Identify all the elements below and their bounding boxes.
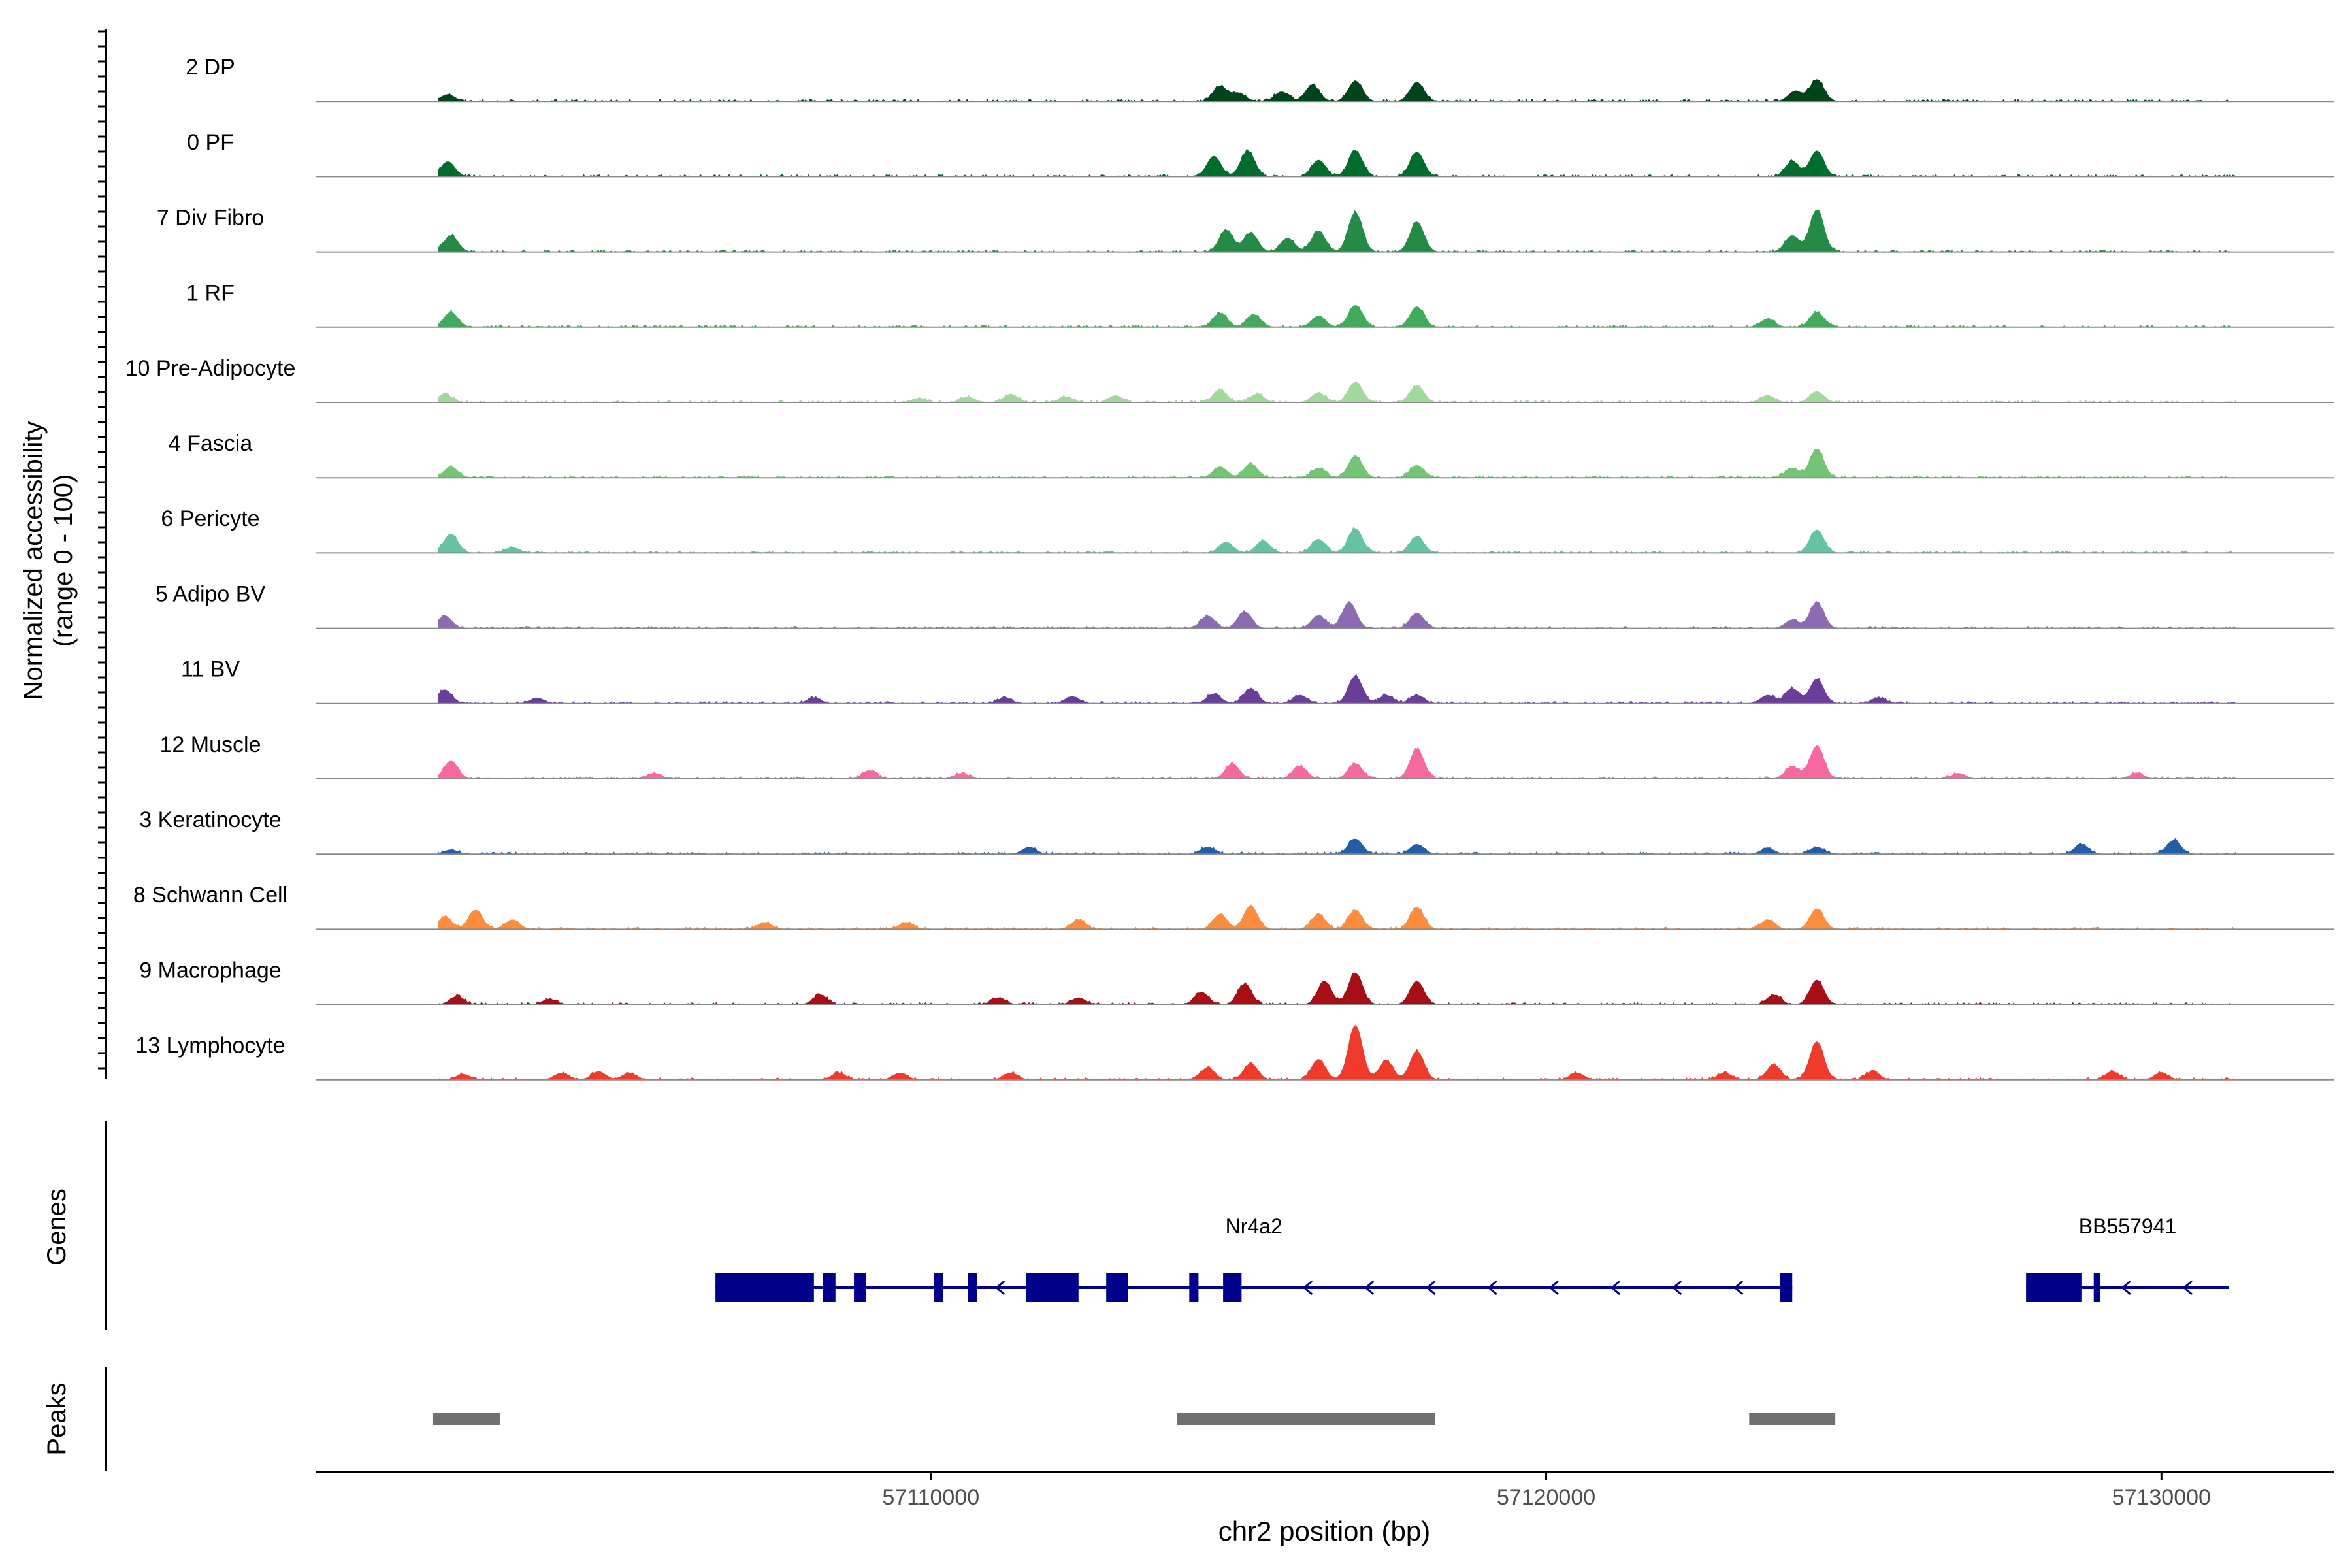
gene-name-label: BB557941: [2079, 1215, 2176, 1238]
track-5-adipo-bv: 5 Adipo BV: [155, 581, 2334, 629]
coverage-area: [437, 973, 2237, 1005]
gene-exon: [1106, 1273, 1128, 1302]
coverage-area: [437, 148, 2237, 178]
track-10-pre-adipocyte: 10 Pre-Adipocyte: [125, 356, 2334, 403]
gene-exon: [854, 1273, 866, 1302]
y-axis-label-line-1: Normalized accessibility: [19, 421, 48, 700]
coverage-area: [437, 600, 2237, 629]
coverage-area: [437, 674, 2237, 704]
gene-exon: [1026, 1273, 1079, 1302]
strand-arrow: [2121, 1280, 2131, 1296]
coverage-area: [437, 904, 2236, 930]
gene-exon: [1223, 1273, 1242, 1302]
track-label: 5 Adipo BV: [155, 581, 266, 606]
track-2-dp: 2 DP: [186, 55, 2334, 103]
coverage-area: [437, 305, 2236, 328]
coverage-area: [437, 838, 2236, 855]
track-7-div-fibro: 7 Div Fibro: [157, 205, 2334, 253]
x-tick-label: 57120000: [1497, 1485, 1595, 1510]
gene-exon: [2093, 1273, 2100, 1302]
track-label: 1 RF: [186, 281, 235, 306]
track-label: 13 Lymphocyte: [135, 1034, 285, 1058]
coverage-area: [437, 382, 2236, 403]
gene-nr4a2: Nr4a2: [715, 1215, 1793, 1302]
y-axis-label-line-2: (range 0 - 100): [49, 474, 78, 647]
track-9-macrophage: 9 Macrophage: [139, 958, 2334, 1005]
coverage-area: [437, 209, 2236, 253]
track-label: 9 Macrophage: [139, 958, 281, 983]
strand-arrow: [1302, 1280, 1313, 1296]
strand-arrow: [1364, 1280, 1375, 1296]
x-axis-label: chr2 position (bp): [1218, 1516, 1431, 1546]
x-tick-label: 57110000: [882, 1485, 979, 1510]
track-label: 12 Muscle: [160, 732, 261, 757]
genes-track-label: Genes: [42, 1188, 71, 1266]
track-4-fascia: 4 Fascia: [169, 431, 2334, 479]
track-label: 0 PF: [187, 130, 234, 155]
x-tick-label: 57130000: [2112, 1485, 2211, 1510]
strand-arrow: [1671, 1280, 1682, 1296]
track-8-schwann-cell: 8 Schwann Cell: [133, 883, 2334, 930]
track-label: 11 BV: [181, 657, 240, 682]
y-axis: [98, 29, 107, 1079]
strand-arrow: [1733, 1280, 1744, 1296]
gene-exon: [968, 1273, 977, 1302]
gene-exon: [1780, 1273, 1793, 1302]
track-label: 10 Pre-Adipocyte: [125, 356, 296, 381]
gene-exon: [1189, 1273, 1199, 1302]
coverage-area: [437, 527, 2236, 554]
strand-arrow: [1548, 1280, 1559, 1296]
peaks-track: [105, 1367, 1836, 1471]
peak-region: [432, 1413, 500, 1425]
coverage-area: [437, 449, 2236, 479]
track-3-keratinocyte: 3 Keratinocyte: [139, 808, 2334, 855]
track-13-lymphocyte: 13 Lymphocyte: [135, 1025, 2334, 1081]
strand-arrow: [2182, 1280, 2193, 1296]
peak-region: [1177, 1413, 1436, 1425]
track-label: 2 DP: [186, 55, 235, 80]
coverage-area: [437, 1025, 2236, 1081]
gene-exon: [715, 1273, 814, 1302]
track-label: 4 Fascia: [169, 431, 253, 456]
gene-exon: [2026, 1273, 2082, 1302]
genes-track: Nr4a2 BB557941: [105, 1121, 2229, 1330]
track-1-rf: 1 RF: [186, 281, 2334, 328]
peaks-track-label: Peaks: [42, 1382, 71, 1455]
strand-arrow: [1610, 1280, 1621, 1296]
gene-name-label: Nr4a2: [1226, 1215, 1282, 1238]
track-label: 7 Div Fibro: [157, 205, 264, 230]
gene-exon: [823, 1273, 836, 1302]
peak-region: [1749, 1413, 1836, 1425]
coverage-area: [437, 79, 2236, 103]
coverage-tracks: 2 DP 0 PF 7 Div Fibro 1 RF 10 Pre-Adipocyte 4…: [125, 55, 2334, 1081]
strand-arrow: [995, 1280, 1005, 1296]
track-label: 8 Schwann Cell: [133, 883, 287, 907]
track-label: 6 Pericyte: [161, 506, 259, 531]
gene-bb557941: BB557941: [2026, 1215, 2229, 1302]
track-6-pericyte: 6 Pericyte: [161, 506, 2334, 554]
x-axis: 57110000 57120000 57130000: [316, 1471, 2334, 1510]
strand-arrow: [1426, 1280, 1436, 1296]
track-label: 3 Keratinocyte: [139, 808, 281, 832]
track-11-bv: 11 BV: [181, 657, 2334, 704]
track-0-pf: 0 PF: [187, 130, 2334, 178]
coverage-area: [437, 744, 2237, 779]
gene-exon: [934, 1273, 943, 1302]
strand-arrow: [1487, 1280, 1497, 1296]
track-12-muscle: 12 Muscle: [160, 732, 2334, 779]
